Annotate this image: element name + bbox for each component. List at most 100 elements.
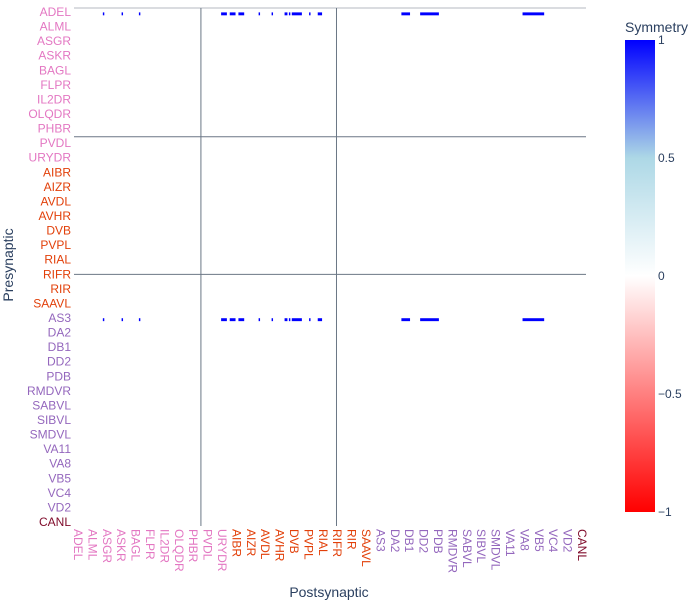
heatmap-cell: [121, 12, 124, 16]
heatmap-cell: [102, 12, 105, 16]
y-tick-label: PVPL: [40, 238, 71, 252]
y-tick-label: ASKR: [38, 49, 71, 63]
heatmap-cell: [121, 318, 124, 322]
y-tick-label: SIBVL: [37, 413, 71, 427]
heatmap-cell: [291, 12, 302, 16]
x-tick-label: SIBVL: [474, 529, 488, 563]
y-tick-label: ALML: [40, 20, 72, 34]
y-tick-label: VB5: [48, 471, 71, 485]
heatmap-cell: [271, 318, 274, 322]
heatmap-cell: [221, 318, 227, 322]
x-tick-label: PDB: [431, 529, 445, 554]
x-tick-label: VA8: [517, 529, 531, 551]
heatmap-cell: [138, 318, 141, 322]
x-tick-label: RMDVR: [445, 529, 459, 573]
x-tick-label: AIZR: [244, 529, 258, 557]
heatmap-cell: [401, 318, 411, 322]
y-tick-label: DB1: [48, 340, 72, 354]
y-tick-label: ASGR: [37, 34, 71, 48]
x-tick-label: URYDR: [215, 529, 229, 572]
x-tick-label: ADEL: [71, 529, 85, 561]
x-tick-label: AS3: [373, 529, 387, 552]
colorbar: Symmetry 1 0.5 0 −0.5 −1: [625, 19, 688, 519]
colorbar-tick-label: −0.5: [658, 387, 682, 401]
y-tick-label: BAGL: [39, 63, 71, 77]
y-tick-label: CANL: [39, 515, 71, 529]
x-tick-label: ASGR: [100, 529, 114, 563]
y-tick-label: SAAVL: [33, 296, 71, 310]
y-tick-label: URYDR: [29, 151, 72, 165]
x-tick-label: DB1: [402, 529, 416, 553]
x-tick-label: SABVL: [460, 529, 474, 568]
y-tick-label: AS3: [48, 311, 71, 325]
x-tick-label: FLPR: [143, 529, 157, 560]
colorbar-tick-label: 0.5: [658, 151, 675, 165]
y-tick-label: VC4: [48, 486, 72, 500]
heatmap-cell: [420, 12, 439, 16]
colorbar-tick-label: 1: [658, 33, 665, 47]
x-tick-label: OLQDR: [172, 529, 186, 572]
x-tick-label: DVB: [287, 529, 301, 554]
x-tick-label: IL2DR: [157, 529, 171, 563]
x-tick-label: RIFR: [330, 529, 344, 557]
x-tick-label: PHBR: [186, 529, 200, 563]
y-tick-label: AVDL: [41, 194, 72, 208]
heatmap-cell: [258, 12, 261, 16]
heatmap-cell: [309, 318, 311, 322]
y-tick-label: VA11: [43, 442, 71, 456]
plot-background: [74, 8, 586, 526]
x-tick-label: VC4: [546, 529, 560, 553]
heatmap-cell: [309, 12, 311, 16]
heatmap-cell: [138, 12, 141, 16]
y-tick-label: RIAL: [44, 253, 71, 267]
y-axis-title: Presynaptic: [0, 228, 16, 301]
y-tick-label: ADEL: [40, 5, 72, 19]
x-tick-label: AVHR: [273, 529, 287, 562]
x-tick-label: VA11: [503, 529, 517, 557]
heatmap-cell: [238, 12, 245, 16]
y-tick-label: DD2: [47, 355, 71, 369]
x-tick-label: ASKR: [114, 529, 128, 562]
colorbar-ticks: 1 0.5 0 −0.5 −1: [658, 33, 682, 519]
x-tick-label: ALML: [85, 529, 99, 561]
x-tick-label: SMDVL: [489, 529, 503, 571]
x-tick-label: VB5: [532, 529, 546, 552]
heatmap-cell: [317, 318, 323, 322]
heatmap-cell: [284, 12, 288, 16]
heatmap-cell: [221, 12, 227, 16]
y-tick-label: AIZR: [44, 180, 72, 194]
y-tick-label: IL2DR: [37, 92, 71, 106]
x-tick-label: BAGL: [129, 529, 143, 561]
y-tick-label: SABVL: [32, 398, 71, 412]
x-tick-label: RIR: [345, 529, 359, 550]
y-tick-label: RMDVR: [27, 384, 71, 398]
y-tick-label: RIR: [50, 282, 71, 296]
x-tick-label: SAAVL: [359, 529, 373, 567]
y-tick-label: AVHR: [39, 209, 72, 223]
y-tick-label: OLQDR: [28, 107, 71, 121]
heatmap-cell: [288, 318, 291, 322]
heatmap-cell: [229, 12, 236, 16]
y-tick-label: AIBR: [43, 165, 71, 179]
x-tick-label: PVDL: [201, 529, 215, 561]
x-axis: ADEL ALML ASGR ASKR BAGL FLPR IL2DR OLQDR PHBR PV…: [71, 529, 589, 573]
x-tick-label: RIAL: [316, 529, 330, 556]
x-tick-label: VD2: [561, 529, 575, 553]
y-tick-label: PHBR: [38, 122, 72, 136]
x-tick-label: CANL: [575, 529, 589, 561]
y-tick-label: PVDL: [40, 136, 72, 150]
heatmap-cell: [522, 318, 545, 322]
colorbar-tick-label: −1: [658, 505, 672, 519]
heatmap-cell: [258, 318, 261, 322]
y-tick-label: PDB: [46, 369, 71, 383]
heatmap-cell: [284, 318, 288, 322]
x-tick-label: DA2: [388, 529, 402, 553]
y-tick-label: VA8: [49, 457, 71, 471]
x-tick-label: AVDL: [258, 529, 272, 560]
heatmap-cell: [522, 12, 545, 16]
heatmap-cell: [238, 318, 245, 322]
y-tick-label: RIFR: [43, 267, 71, 281]
colorbar-title: Symmetry: [625, 19, 688, 35]
heatmap-cell: [271, 12, 274, 16]
